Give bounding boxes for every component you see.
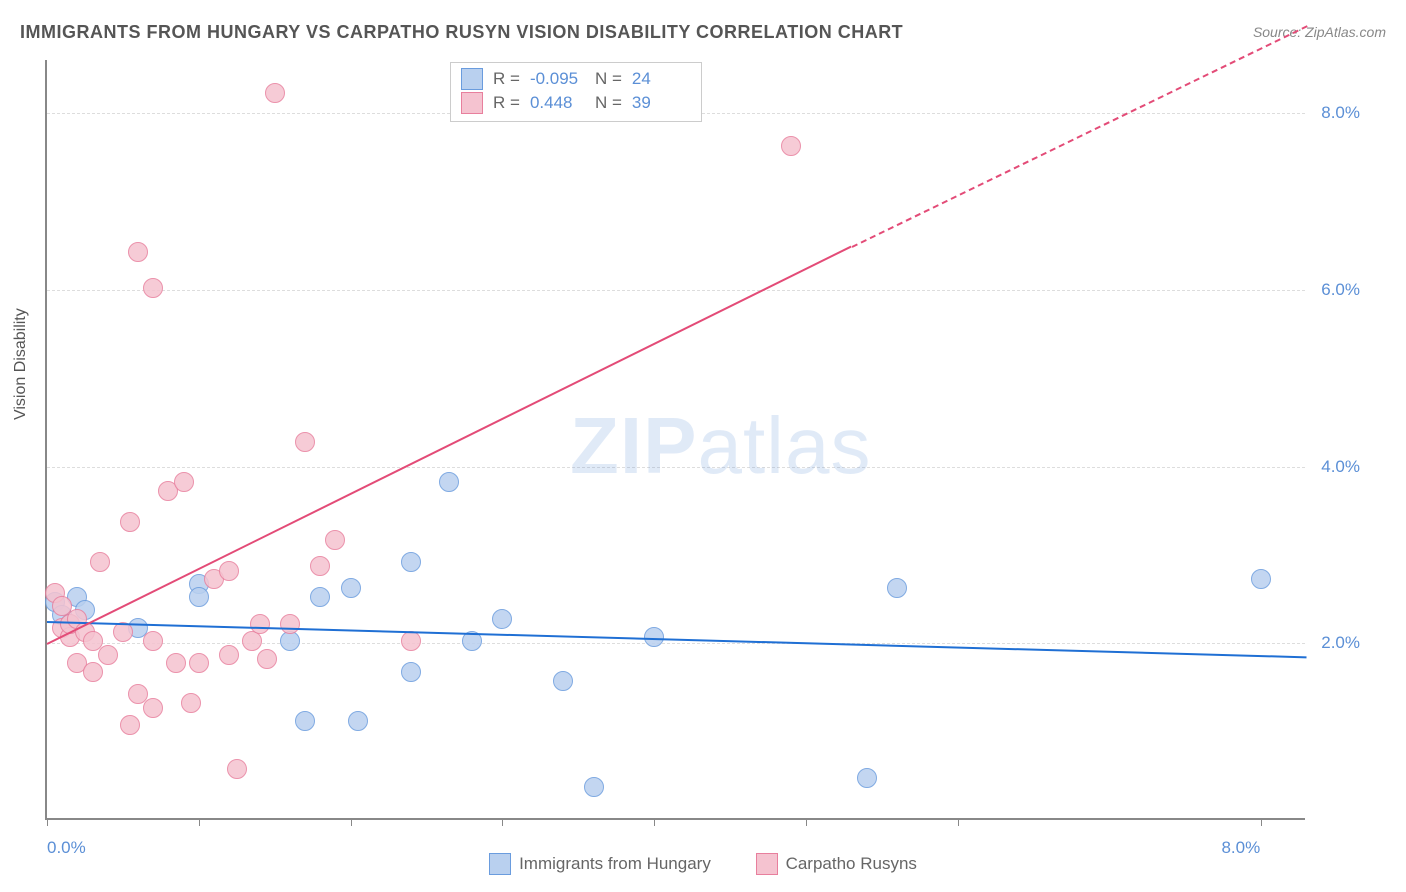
legend-label-1: Carpatho Rusyns: [786, 854, 917, 874]
x-tick: [958, 818, 959, 826]
stats-row-1: R = 0.448 N = 39: [461, 91, 687, 115]
r-value-1: 0.448: [530, 91, 585, 115]
grid-line: [47, 290, 1305, 291]
grid-line: [47, 467, 1305, 468]
x-tick: [654, 818, 655, 826]
y-tick-label: 8.0%: [1321, 103, 1360, 123]
bottom-legend: Immigrants from Hungary Carpatho Rusyns: [0, 853, 1406, 880]
swatch-series-1: [461, 92, 483, 114]
data-point: [174, 472, 194, 492]
x-tick: [199, 818, 200, 826]
x-tick: [351, 818, 352, 826]
trend-line: [851, 25, 1307, 248]
data-point: [120, 715, 140, 735]
data-point: [113, 622, 133, 642]
data-point: [128, 242, 148, 262]
data-point: [98, 645, 118, 665]
data-point: [348, 711, 368, 731]
n-label: N =: [595, 67, 622, 91]
y-axis-label: Vision Disability: [12, 308, 30, 420]
data-point: [280, 614, 300, 634]
swatch-series-0: [489, 853, 511, 875]
chart-title: IMMIGRANTS FROM HUNGARY VS CARPATHO RUSY…: [20, 22, 903, 43]
data-point: [257, 649, 277, 669]
data-point: [250, 614, 270, 634]
stats-legend: R = -0.095 N = 24 R = 0.448 N = 39: [450, 62, 702, 122]
grid-line: [47, 643, 1305, 644]
n-value-1: 39: [632, 91, 687, 115]
legend-item-1: Carpatho Rusyns: [756, 853, 917, 875]
data-point: [227, 759, 247, 779]
x-tick: [502, 818, 503, 826]
data-point: [265, 83, 285, 103]
data-point: [219, 645, 239, 665]
n-label: N =: [595, 91, 622, 115]
data-point: [492, 609, 512, 629]
data-point: [90, 552, 110, 572]
data-point: [295, 711, 315, 731]
data-point: [219, 561, 239, 581]
r-label: R =: [493, 67, 520, 91]
x-tick: [1261, 818, 1262, 826]
data-point: [166, 653, 186, 673]
data-point: [584, 777, 604, 797]
swatch-series-0: [461, 68, 483, 90]
r-value-0: -0.095: [530, 67, 585, 91]
n-value-0: 24: [632, 67, 687, 91]
data-point: [857, 768, 877, 788]
y-tick-label: 2.0%: [1321, 633, 1360, 653]
data-point: [189, 587, 209, 607]
data-point: [401, 662, 421, 682]
data-point: [1251, 569, 1271, 589]
data-point: [781, 136, 801, 156]
x-tick: [47, 818, 48, 826]
data-point: [553, 671, 573, 691]
data-point: [143, 278, 163, 298]
y-tick-label: 4.0%: [1321, 457, 1360, 477]
data-point: [242, 631, 262, 651]
y-tick-label: 6.0%: [1321, 280, 1360, 300]
swatch-series-1: [756, 853, 778, 875]
data-point: [401, 552, 421, 572]
data-point: [83, 662, 103, 682]
data-point: [120, 512, 140, 532]
data-point: [439, 472, 459, 492]
x-tick: [806, 818, 807, 826]
data-point: [310, 587, 330, 607]
data-point: [143, 698, 163, 718]
data-point: [401, 631, 421, 651]
data-point: [295, 432, 315, 452]
data-point: [887, 578, 907, 598]
data-point: [143, 631, 163, 651]
data-point: [181, 693, 201, 713]
r-label: R =: [493, 91, 520, 115]
data-point: [280, 631, 300, 651]
data-point: [325, 530, 345, 550]
stats-row-0: R = -0.095 N = 24: [461, 67, 687, 91]
source-attribution: Source: ZipAtlas.com: [1253, 24, 1386, 40]
data-point: [341, 578, 361, 598]
data-point: [189, 653, 209, 673]
trend-line: [47, 246, 852, 645]
legend-label-0: Immigrants from Hungary: [519, 854, 711, 874]
plot-area: 2.0%4.0%6.0%8.0%0.0%8.0%: [45, 60, 1305, 820]
legend-item-0: Immigrants from Hungary: [489, 853, 711, 875]
data-point: [310, 556, 330, 576]
